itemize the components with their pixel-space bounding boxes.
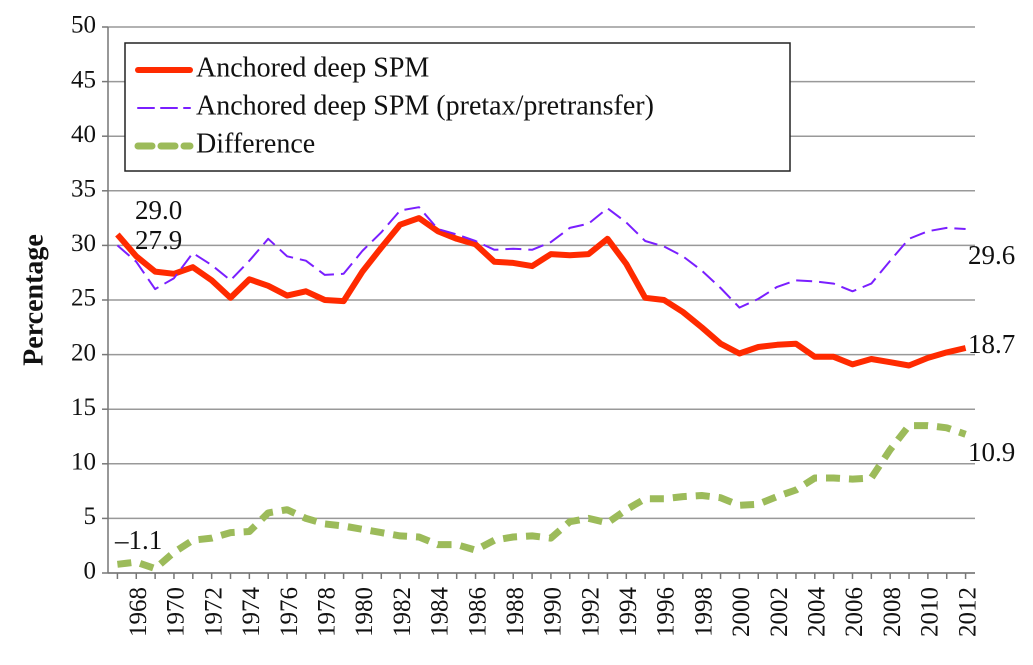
x-tick-label: 1972: [200, 587, 227, 637]
y-tick-label: 25: [71, 285, 96, 312]
x-tick-label: 1968: [125, 587, 152, 637]
legend-label: Anchored deep SPM: [196, 52, 429, 83]
x-tick-label: 1986: [464, 587, 491, 637]
x-tick-label: 2012: [954, 587, 981, 637]
y-tick-label: 35: [71, 176, 96, 203]
annotation: 10.9: [968, 437, 1015, 467]
x-tick-label: 2002: [766, 587, 793, 637]
x-tick-label: 1988: [502, 587, 529, 637]
annotation: 18.7: [968, 329, 1015, 359]
x-tick-label: 1974: [238, 587, 265, 638]
x-tick-label: 1978: [313, 587, 340, 637]
x-tick-label: 2000: [728, 587, 755, 637]
x-tick-label: 1982: [389, 587, 416, 637]
y-tick-label: 50: [71, 12, 96, 39]
y-tick-label: 5: [84, 503, 97, 530]
y-axis-label: Percentage: [18, 234, 49, 366]
x-tick-label: 1976: [276, 587, 303, 637]
y-tick-label: 30: [71, 230, 96, 257]
x-tick-label: 1996: [653, 587, 680, 637]
x-tick-label: 2004: [804, 587, 831, 638]
series-line: [115, 215, 967, 369]
annotation: 27.9: [135, 225, 182, 255]
annotation: 29.0: [135, 195, 182, 225]
x-tick-label: 2006: [841, 587, 868, 637]
y-tick-label: 0: [84, 558, 97, 585]
y-tick-label: 20: [71, 339, 96, 366]
series-line: [116, 422, 967, 573]
series-line: [116, 206, 966, 309]
x-tick-label: 2008: [879, 587, 906, 637]
legend-label: Anchored deep SPM (pretax/pretransfer): [196, 90, 654, 121]
x-tick-label: 1970: [163, 587, 190, 637]
x-tick-label: 1998: [690, 587, 717, 637]
y-tick-label: 10: [71, 449, 96, 476]
annotation: 29.6: [968, 240, 1015, 270]
y-tick-label: 45: [71, 66, 96, 93]
x-tick-label: 1980: [351, 587, 378, 637]
x-tick-label: 1994: [615, 587, 642, 638]
legend-box: [124, 42, 791, 172]
y-tick-label: 40: [71, 121, 96, 148]
annotation: –1.1: [114, 525, 162, 555]
x-tick-label: 1992: [577, 587, 604, 637]
x-tick-label: 1984: [427, 587, 454, 638]
legend-label: Difference: [196, 128, 315, 159]
y-tick-label: 15: [71, 394, 96, 421]
x-tick-label: 1990: [540, 587, 567, 637]
x-tick-label: 2010: [917, 587, 944, 637]
